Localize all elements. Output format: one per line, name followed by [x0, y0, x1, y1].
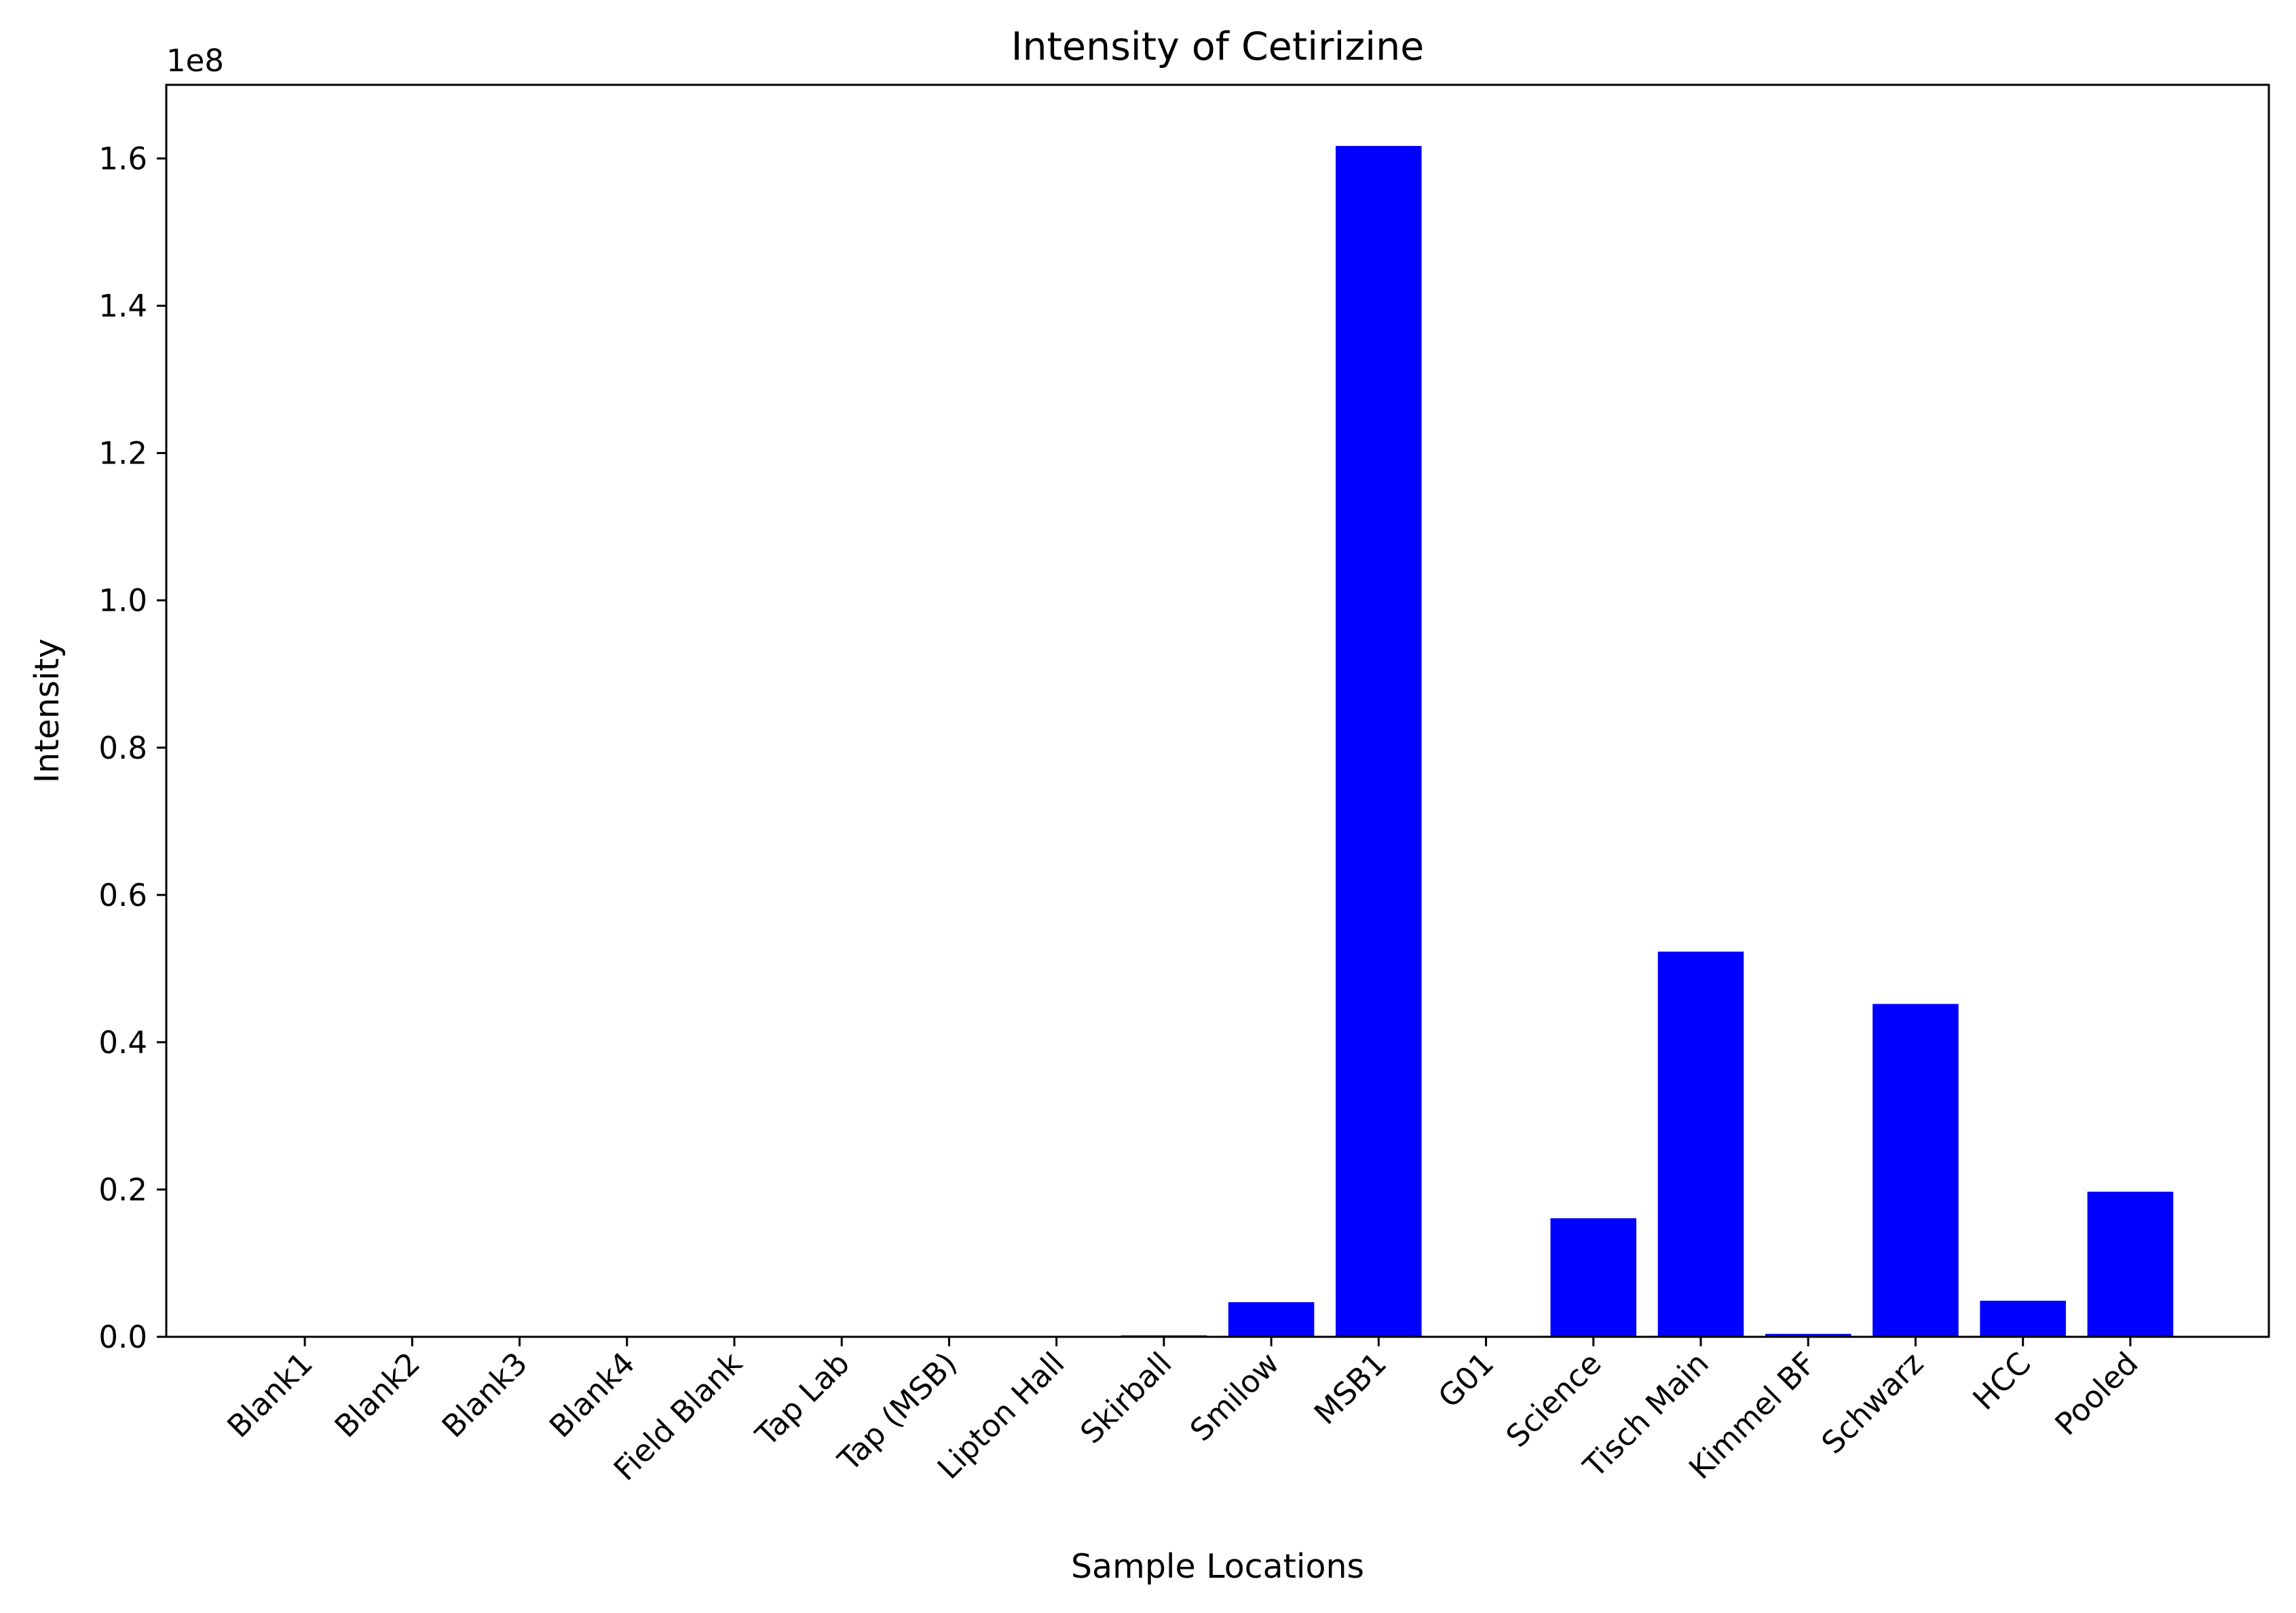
bar — [1872, 1004, 1959, 1337]
bars — [1121, 146, 2174, 1337]
x-tick-label: Blank2 — [328, 1345, 427, 1444]
x-tick-label: Tap Lab — [748, 1345, 857, 1454]
y-tick-label: 0.0 — [98, 1319, 147, 1355]
y-tick-label: 1.6 — [98, 141, 147, 177]
bar — [2087, 1192, 2174, 1337]
x-tick-label: HCC — [1966, 1345, 2038, 1417]
plot-frame — [165, 83, 2270, 1338]
bar — [1336, 146, 1422, 1337]
y-axis-offset-label: 1e8 — [166, 43, 224, 79]
y-axis-label: Intensity — [28, 639, 67, 783]
y-tick-label: 1.4 — [98, 288, 147, 324]
bar — [1228, 1302, 1315, 1337]
x-tick-label: Smilow — [1183, 1345, 1286, 1448]
y-tick-label: 0.6 — [98, 877, 147, 913]
bar — [1657, 951, 1744, 1337]
y-tick-label: 0.8 — [98, 730, 147, 766]
x-tick-label: Schwarz — [1815, 1345, 1931, 1461]
y-tick-label: 1.0 — [98, 583, 147, 619]
bar — [1980, 1300, 2066, 1337]
x-tick-label: Blank3 — [435, 1345, 534, 1444]
x-tick-label: Skirball — [1073, 1345, 1178, 1450]
y-tick-label: 0.4 — [98, 1025, 147, 1061]
x-tick-label: Pooled — [2048, 1345, 2145, 1442]
y-axis: 0.0 0.2 0.4 0.6 0.8 1.0 1.2 1.4 1.6 — [98, 141, 166, 1355]
chart-title: Intensity of Cetirizine — [1011, 24, 1425, 69]
x-tick-label: Blank4 — [542, 1345, 641, 1444]
bar — [1765, 1333, 1851, 1337]
x-tick-label: MSB1 — [1307, 1345, 1393, 1431]
y-tick-label: 0.2 — [98, 1172, 147, 1208]
bar — [1550, 1218, 1637, 1337]
y-tick-label: 1.2 — [98, 436, 147, 472]
x-axis-label: Sample Locations — [1071, 1547, 1364, 1586]
x-tick-label: G01 — [1431, 1345, 1501, 1415]
x-tick-label: Science — [1499, 1345, 1608, 1454]
x-tick-label: Blank1 — [220, 1345, 319, 1444]
